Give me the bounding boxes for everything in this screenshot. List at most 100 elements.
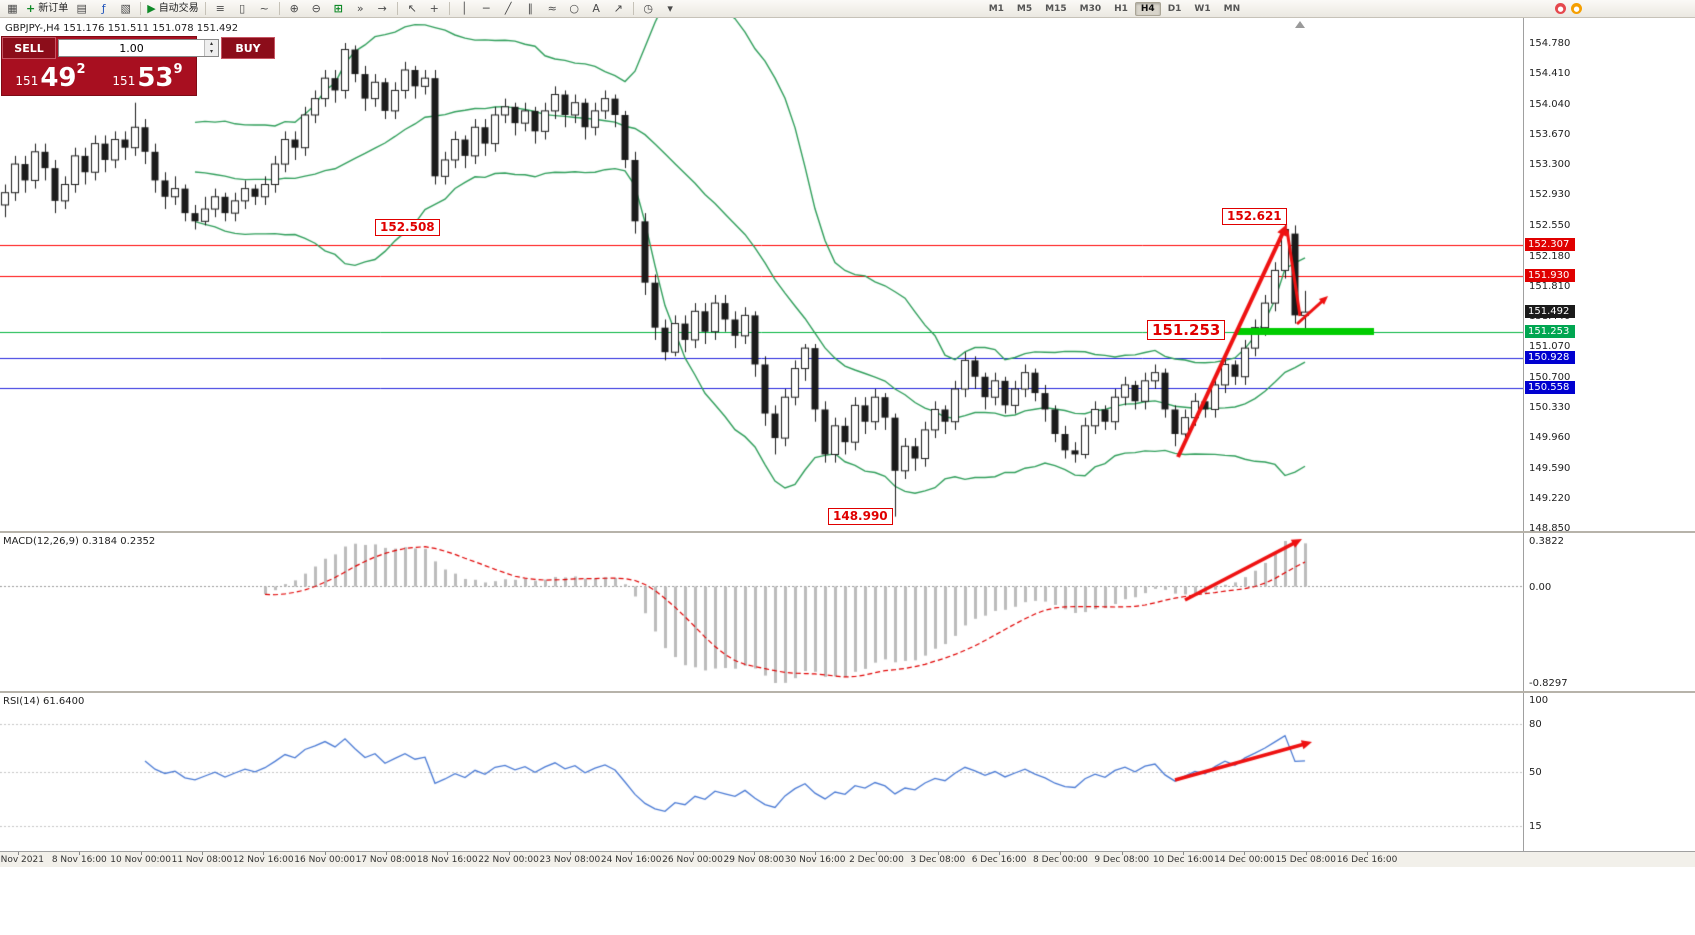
time-axis-label: 26 Nov 00:00 [662,855,723,865]
buy-price-main: 53 [137,63,174,93]
rsi-axis[interactable]: 100 80 50 15 [1523,693,1695,851]
price-label-152621: 152.621 [1222,208,1287,225]
volume-input[interactable] [59,40,204,56]
new-order-label: 新订单 [38,2,69,14]
macd-indicator-panel[interactable] [0,533,1523,691]
time-axis-label: 18 Nov 16:00 [416,855,478,865]
panel-splitter[interactable] [0,691,1695,693]
time-axis-tick [202,852,203,855]
buy-button[interactable]: BUY [221,37,275,59]
indicators-icon[interactable]: ƒ [101,2,106,15]
price-axis-label: 148.850 [1529,523,1571,535]
timeframe-d1-button[interactable]: D1 [1167,3,1182,14]
time-axis-tick [570,852,571,855]
templates-icon[interactable]: ▧ [120,2,131,15]
price-axis-label: 149.590 [1529,462,1571,474]
time-axis-label: 8 Dec 00:00 [1033,855,1088,865]
time-axis-tick [999,852,1000,855]
time-axis-tick [1183,852,1184,855]
buy-price[interactable]: 151 53 9 [99,59,196,95]
macd-axis[interactable]: 0.3822 0.00 -0.8297 [1523,533,1695,691]
timeframe-m30-button[interactable]: M30 [1079,3,1102,14]
fibonacci-icon[interactable]: ≈ [547,2,557,15]
periods-icon[interactable]: ◷ [643,2,653,15]
time-axis-label: 23 Nov 08:00 [539,855,601,865]
crosshair-icon[interactable]: + [429,2,439,15]
volume-stepper: ▴ ▾ [58,39,219,57]
time-axis-label: 10 Dec 16:00 [1152,855,1214,865]
rsi-indicator-panel[interactable] [0,693,1523,851]
time-axis-tick [754,852,755,855]
panel-splitter[interactable] [0,531,1695,533]
price-tag-151.492: 151.492 [1525,304,1575,318]
tile-windows-icon[interactable]: ⊞ [333,2,343,15]
auto-scroll-icon[interactable]: » [356,2,364,15]
time-axis-label: 16 Dec 16:00 [1336,855,1398,865]
time-axis-label: 3 Dec 08:00 [910,855,966,865]
new-order-button[interactable]: + 新订单 [24,1,70,16]
trendline-icon[interactable]: ╱ [504,2,512,15]
news-icon[interactable]: ● [1555,3,1566,14]
rsi-axis-label: 100 [1529,695,1549,706]
channel-icon[interactable]: ∥ [527,2,533,15]
community-icon[interactable]: ● [1571,3,1582,14]
volume-decrease-button[interactable]: ▾ [205,48,218,56]
price-tag-152.307: 152.307 [1525,238,1575,252]
candlestick-chart-icon[interactable]: ▯ [239,2,246,15]
zoom-out-icon[interactable]: ⊖ [311,2,321,15]
time-axis-label: 9 Dec 08:00 [1094,855,1150,865]
time-axis-tick [815,852,816,855]
time-axis-label: 6 Dec 16:00 [971,855,1027,865]
vertical-line-icon[interactable]: │ [460,2,468,15]
time-axis-label: 11 Nov 08:00 [171,855,233,865]
timeframe-m15-button[interactable]: M15 [1045,3,1067,14]
main-chart[interactable] [0,18,1523,531]
price-axis-label: 150.700 [1529,371,1571,383]
volume-increase-button[interactable]: ▴ [205,40,218,48]
line-chart-icon[interactable]: ~ [259,2,269,15]
price-axis-label: 150.330 [1529,402,1571,413]
shapes-icon[interactable]: ○ [569,2,579,15]
time-axis-label: 30 Nov 16:00 [784,855,846,865]
time-axis-tick [938,852,939,855]
time-axis-label: 12 Nov 16:00 [232,855,294,865]
toolbar-separator [396,2,398,15]
cursor-icon[interactable]: ↖ [407,2,417,15]
auto-trading-play-icon: ▶ [147,2,156,15]
timeframe-m5-button[interactable]: M5 [1016,3,1033,14]
price-label-148990: 148.990 [828,508,893,525]
horizontal-line-icon[interactable]: ─ [482,2,490,15]
time-axis-label: 24 Nov 16:00 [600,855,662,865]
arrows-tool-icon[interactable]: ↗ [613,2,623,15]
sell-button[interactable]: SELL [2,37,56,59]
toolbar-separator [632,2,634,15]
price-axis-label: 153.300 [1529,159,1571,171]
price-tag-150.928: 150.928 [1525,351,1575,365]
time-axis-tick [509,852,510,855]
zoom-in-icon[interactable]: ⊕ [289,2,299,15]
timeframe-h4-button[interactable]: H4 [1134,1,1161,16]
chart-shift-icon[interactable]: → [377,2,387,15]
bar-chart-icon[interactable]: ≡ [215,2,225,15]
auto-trading-button[interactable]: ▶ 自动交易 [145,1,200,16]
periods-dropdown-icon[interactable]: ▾ [667,2,673,15]
price-axis-label: 152.180 [1529,250,1571,262]
time-axis-tick [1060,852,1061,855]
buy-price-prefix: 151 [112,74,136,88]
timeframe-h1-button[interactable]: H1 [1114,3,1128,14]
timeframe-m1-button[interactable]: M1 [988,3,1004,14]
rsi-axis-label: 15 [1529,821,1542,833]
text-tool-icon[interactable]: A [592,2,600,15]
time-axis-tick [447,852,448,855]
timeframe-mn-button[interactable]: MN [1223,3,1241,14]
sell-price[interactable]: 151 49 2 [2,59,99,95]
price-axis[interactable]: 154.780 154.410 154.040 153.670 153.300 152.9… [1523,18,1695,535]
rsi-label: RSI(14) 61.6400 [3,696,85,707]
price-axis-label: 152.930 [1529,189,1571,201]
profiles-icon[interactable]: ▤ [76,2,87,15]
timeframe-w1-button[interactable]: W1 [1194,3,1211,14]
chart-window-icon[interactable]: ▦ [7,2,18,15]
time-axis-label: 2 Dec 00:00 [849,855,904,865]
chart-shift-marker [1295,21,1305,28]
